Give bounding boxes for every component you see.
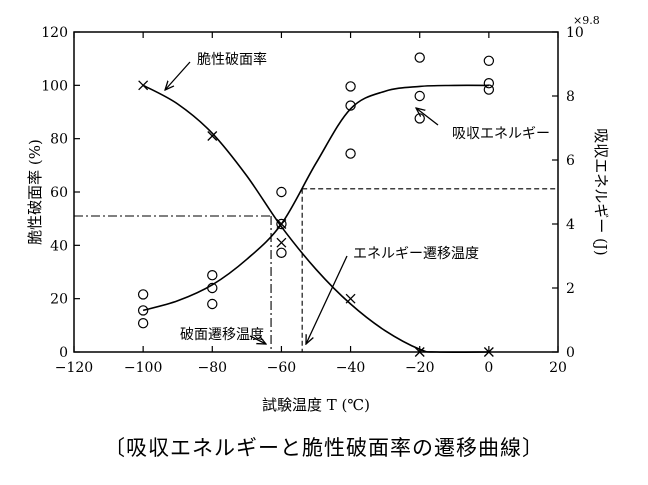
absorbed-energy-point: [207, 270, 218, 281]
absorbed-energy-point: [483, 84, 495, 95]
cross-stroke: [138, 80, 149, 91]
brittle-fracture-arrow: [165, 61, 191, 90]
energy-transition-annotation: エネルギー遷移温度: [353, 246, 479, 262]
cross-stroke: [207, 131, 218, 141]
x-tick-labels: −120 −100 −80 −60 −40 −20 0 20: [55, 360, 567, 376]
y-left-tick-label: 120: [41, 25, 68, 41]
fracture-transition-arrow: [249, 335, 266, 344]
y-right-tick-labels: 0 2 4 6 8 10: [566, 25, 584, 361]
absorbed-energy-point: [414, 113, 425, 124]
brittle-fracture-point: [345, 293, 356, 304]
y-left-tick-label: 80: [50, 132, 68, 148]
x-axis-label: 試験温度 T (℃): [262, 396, 370, 414]
y-left-tick-labels: 0 20 40 60 80 100 120: [41, 25, 68, 361]
absorbed-energy-point: [207, 298, 218, 310]
y-left-tick-label: 20: [50, 292, 68, 308]
energy-transition-arrow: [306, 255, 348, 344]
x-tick-label: −20: [405, 360, 435, 376]
cross-stroke: [414, 347, 425, 357]
x-tick-label: −60: [267, 360, 297, 376]
absorbed-energy-curve: [142, 84, 489, 312]
brittle-fracture-annotation: 脆性破面率: [197, 51, 267, 68]
absorbed-energy-point: [483, 77, 495, 89]
absorbed-energy-point: [345, 100, 356, 111]
y-right-tick-label: 4: [566, 217, 575, 233]
y-axis-label-left: 脆性破面率 (%): [26, 139, 44, 245]
absorbed-energy-arrow: [416, 108, 439, 126]
fitted-curves: [142, 84, 489, 353]
y-left-tick-label: 100: [41, 78, 68, 94]
x-tick-label: 20: [549, 360, 567, 376]
absorbed-energy-point: [276, 186, 287, 198]
x-tick-label: 0: [484, 360, 493, 376]
y-right-tick-label: 0: [566, 345, 575, 361]
absorbed-energy-point: [483, 55, 495, 67]
absorbed-energy-point: [345, 148, 356, 159]
right-axis-multiplier: ×9.8: [573, 14, 600, 27]
brittle-fracture-curve: [142, 84, 489, 353]
absorbed-energy-point: [276, 218, 287, 230]
absorbed-energy-point: [137, 305, 149, 316]
brittle-fracture-point: [414, 347, 425, 357]
brittle-fracture-point: [207, 131, 218, 141]
absorbed-energy-point: [414, 90, 425, 102]
figure-caption: 〔吸収エネルギーと脆性破面率の遷移曲線〕: [104, 436, 544, 460]
y-right-tick-label: 6: [566, 153, 575, 169]
y-right-tick-label: 8: [566, 89, 575, 105]
cross-stroke: [276, 237, 287, 248]
brittle-fracture-point: [276, 237, 287, 248]
x-tick-label: −80: [198, 360, 228, 376]
absorbed-energy-point: [137, 289, 149, 300]
cross-stroke: [483, 347, 494, 357]
x-tick-label: −40: [336, 360, 366, 376]
absorbed-energy-point: [137, 318, 149, 329]
data-markers: [137, 52, 495, 357]
absorbed-energy-point: [414, 52, 425, 63]
y-left-tick-label: 0: [59, 345, 68, 361]
y-right-tick-label: 10: [566, 25, 584, 41]
y-axis-label-right: 吸収エネルギー (J): [592, 128, 610, 256]
brittle-fracture-point: [138, 80, 149, 91]
y-right-tick-label: 2: [566, 281, 575, 297]
absorbed-energy-point: [207, 282, 218, 294]
absorbed-energy-annotation: 吸収エネルギー: [452, 126, 550, 142]
x-tick-label: −100: [124, 360, 162, 376]
absorbed-energy-point: [345, 81, 356, 92]
transition-guide-lines: [74, 188, 558, 352]
y-left-tick-label: 60: [50, 185, 68, 201]
fracture-transition-annotation: 破面遷移温度: [180, 327, 264, 343]
cross-stroke: [345, 293, 356, 304]
brittle-fracture-point: [483, 347, 494, 357]
y-left-tick-label: 40: [50, 238, 68, 254]
tick-marks: [73, 31, 559, 353]
x-tick-label: −120: [55, 360, 93, 376]
absorbed-energy-point: [276, 247, 287, 258]
